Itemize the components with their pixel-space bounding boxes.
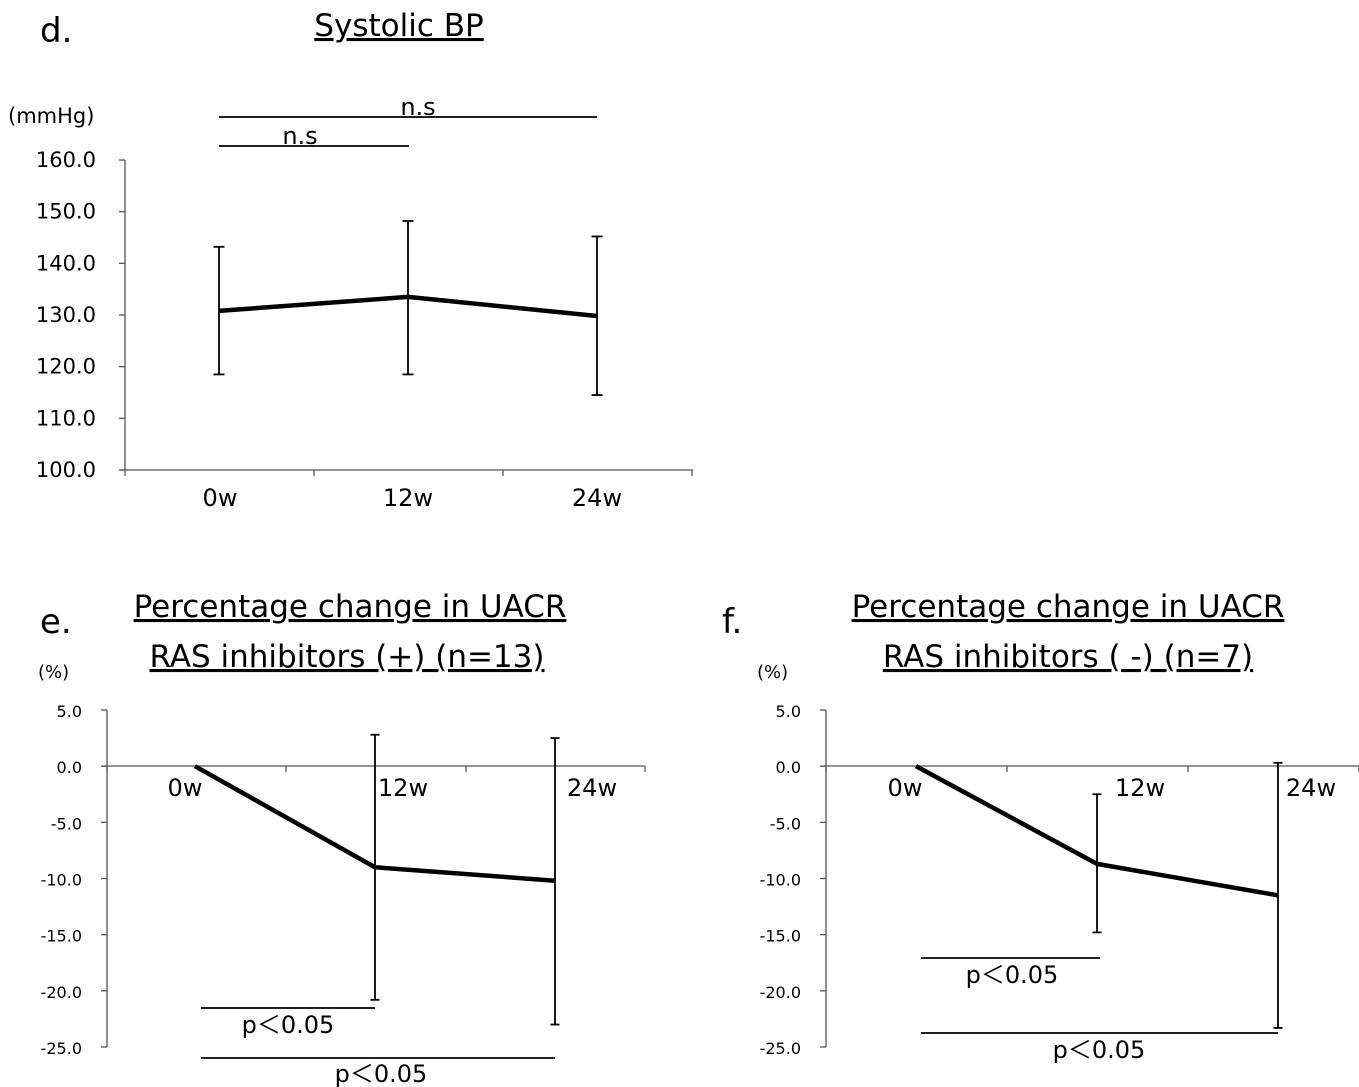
panel-f-y-tick-label: -5.0	[770, 814, 801, 833]
panel-e-y-tick-label: -10.0	[41, 871, 82, 890]
panel-e-y-tick-label: -20.0	[41, 983, 82, 1002]
panel-e-x-ticks	[106, 766, 646, 772]
panel-e-y-tick-label: 0.0	[57, 758, 82, 777]
panel-d-x-label-0w: 0w	[203, 484, 238, 512]
panel-d-y-tick-label: 160.0	[36, 148, 96, 172]
panel-f-series-line	[914, 764, 1279, 898]
panel-d-series-line	[218, 294, 598, 319]
panel-f-y-tick-label: 5.0	[776, 702, 801, 721]
panel-f-y-tick-label: -20.0	[760, 983, 801, 1002]
panel-d-x-ticks	[124, 470, 693, 476]
panel-f-x-ticks	[825, 766, 1359, 772]
panel-d-y-tick-label: 130.0	[36, 303, 96, 327]
panel-d-y-tick-label: 110.0	[36, 406, 96, 430]
panel-f-x-label-24w: 24w	[1286, 774, 1336, 802]
panel-f-y-tick-label: -15.0	[760, 927, 801, 946]
panel-e-x-label-12w: 12w	[378, 774, 428, 802]
panel-f-y-tick-label: 0.0	[776, 758, 801, 777]
panel-d-y-tick-label: 120.0	[36, 355, 96, 379]
panel-d-y-unit: (mmHg)	[8, 104, 94, 128]
panel-d-title: Systolic BP	[314, 8, 483, 44]
panel-d-y-ticks: 160.0 150.0 140.0 130.0 120.0 110.0 100.0	[36, 148, 125, 482]
panel-e-title-line-1: Percentage change in UACR	[134, 589, 567, 625]
panel-e-x-label-0w: 0w	[168, 774, 203, 802]
panel-f-error-bars	[1092, 761, 1283, 1029]
panel-f-letter: f.	[722, 602, 742, 642]
panel-f-title-line-1: Percentage change in UACR	[852, 589, 1285, 625]
panel-e-y-unit: (%)	[38, 662, 69, 683]
panel-e-letter: e.	[40, 602, 72, 642]
panel-e-p-label-0w-24w: p＜0.05	[335, 1060, 428, 1087]
panel-d-ns-label-0w-12w: n.s	[282, 122, 317, 150]
panel-e-error-bar-24w	[550, 737, 560, 1026]
panel-d-ns-label-0w-24w: n.s	[400, 93, 435, 121]
panel-d-y-tick-label: 150.0	[36, 200, 96, 224]
panel-e-y-tick-label: -15.0	[41, 927, 82, 946]
panel-e-p-label-0w-12w: p＜0.05	[242, 1011, 335, 1039]
panel-e: e. Percentage change in UACR RAS inhibit…	[38, 589, 646, 1087]
panel-d-x-label-12w: 12w	[383, 484, 433, 512]
panel-d-y-tick-label: 100.0	[36, 458, 96, 482]
panel-f-y-tick-label: -25.0	[760, 1039, 801, 1058]
panel-f-p-label-0w-12w: p＜0.05	[966, 961, 1059, 989]
panel-f-annotations: p＜0.05 p＜0.05	[921, 957, 1278, 1064]
panel-f-x-label-0w: 0w	[888, 774, 923, 802]
panel-f: f. Percentage change in UACR RAS inhibit…	[722, 589, 1359, 1064]
panel-e-series-line	[193, 764, 556, 883]
panel-d: d. Systolic BP (mmHg) 160.0 150.0 140.0 130…	[8, 8, 693, 512]
panel-f-y-tick-label: -10.0	[760, 871, 801, 890]
panel-f-title-line-2: RAS inhibitors ( -) (n=7)	[883, 639, 1253, 675]
panel-f-p-label-0w-24w: p＜0.05	[1053, 1036, 1146, 1064]
panel-e-y-ticks: 5.0 0.0 -5.0 -10.0 -15.0 -20.0 -25.0	[41, 702, 107, 1058]
panel-e-y-tick-label: -5.0	[51, 814, 82, 833]
panel-f-y-ticks: 5.0 0.0 -5.0 -10.0 -15.0 -20.0 -25.0	[760, 702, 826, 1058]
panel-e-y-tick-label: 5.0	[57, 702, 82, 721]
panel-f-x-label-12w: 12w	[1115, 774, 1165, 802]
panel-e-title-line-2: RAS inhibitors (+) (n=13)	[150, 639, 545, 675]
panel-d-letter: d.	[40, 11, 72, 51]
panel-d-x-label-24w: 24w	[572, 484, 622, 512]
panel-e-y-tick-label: -25.0	[41, 1039, 82, 1058]
panel-f-y-unit: (%)	[757, 662, 788, 683]
panel-d-y-tick-label: 140.0	[36, 251, 96, 275]
panel-d-annotations: n.s n.s	[219, 93, 597, 150]
panel-e-annotations: p＜0.05 p＜0.05	[201, 1007, 555, 1087]
panel-e-x-label-24w: 24w	[567, 774, 617, 802]
